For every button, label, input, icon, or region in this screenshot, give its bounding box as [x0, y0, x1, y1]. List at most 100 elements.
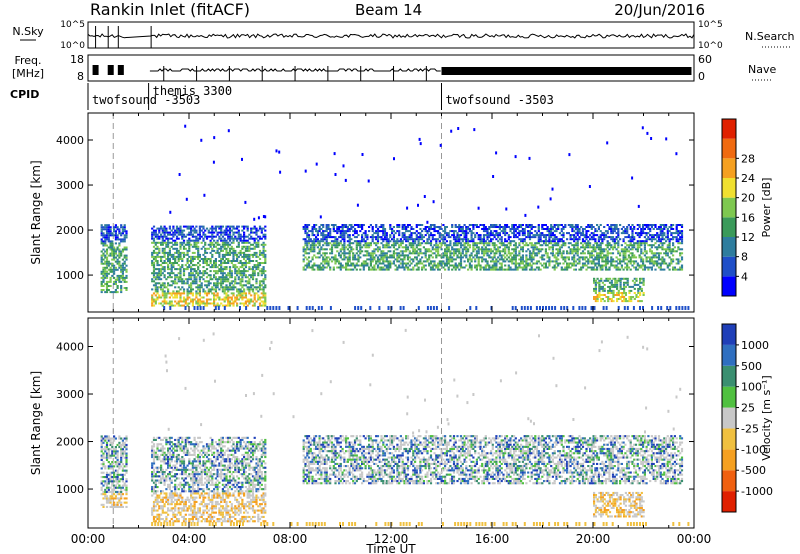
cpid-segment-0: twofsound -3503: [92, 93, 200, 107]
power-cell: [323, 242, 326, 245]
power-cell: [398, 256, 401, 259]
power-cell: [375, 232, 378, 235]
power-cell: [182, 229, 186, 232]
power-cell: [120, 224, 123, 227]
power-cell: [346, 244, 349, 247]
power-cell: [175, 235, 179, 238]
power-cell: [165, 245, 168, 248]
power-cell: [447, 236, 450, 239]
power-cell: [338, 252, 341, 255]
power-cell: [204, 284, 207, 287]
power-cell: [463, 232, 466, 235]
power-cell: [606, 232, 609, 235]
power-cell: [405, 236, 408, 239]
power-cell: [513, 224, 516, 226]
power-cell: [243, 245, 246, 248]
power-cell: [491, 256, 494, 259]
power-cell: [253, 266, 256, 269]
power-cell: [486, 244, 489, 247]
power-cell: [406, 258, 410, 261]
power-cell: [611, 232, 615, 235]
power-cell: [475, 224, 478, 226]
power-cell: [500, 254, 503, 257]
power-cell: [302, 226, 305, 228]
power-ground-cell: [239, 306, 241, 310]
power-cell: [255, 253, 258, 256]
power-cell: [663, 242, 666, 245]
power-cell: [659, 242, 662, 245]
power-cell: [107, 226, 110, 229]
power-cell: [364, 242, 367, 245]
power-cell: [214, 258, 217, 260]
power-cell: [223, 241, 226, 244]
power-cell: [535, 260, 539, 263]
power-cell: [564, 244, 567, 247]
power-cell: [158, 276, 161, 279]
power-cell: [228, 253, 232, 256]
power-cell: [657, 254, 661, 257]
power-cell: [253, 302, 256, 305]
power-cell: [442, 256, 445, 259]
power-cell: [629, 238, 632, 241]
power-cell: [123, 228, 126, 231]
power-cell: [107, 238, 110, 241]
power-cell: [190, 266, 193, 269]
power-cell: [470, 258, 473, 261]
power-cell: [472, 226, 475, 228]
date-label: 20/Jun/2016: [614, 1, 705, 19]
power-cell: [376, 228, 380, 230]
power-cell: [474, 242, 477, 245]
power-cell: [313, 254, 316, 257]
power-cell: [209, 235, 212, 238]
power-cell: [228, 237, 232, 240]
power-cell: [590, 228, 593, 230]
power-cell: [652, 252, 655, 255]
power-cell: [163, 225, 166, 228]
power-cell: [161, 262, 164, 264]
power-cell: [624, 254, 627, 257]
power-cell: [389, 224, 392, 226]
power-cell: [657, 238, 661, 241]
power-cell: [121, 278, 124, 281]
power-cell: [186, 294, 189, 297]
power-cell: [186, 296, 189, 299]
power-cell: [523, 230, 526, 233]
power-cell: [225, 247, 228, 250]
power-cell: [205, 276, 209, 279]
power-cell: [598, 279, 601, 282]
power-cell: [258, 304, 262, 307]
power-cell: [330, 240, 334, 243]
power-cell: [590, 266, 593, 269]
power-ground-cell: [275, 306, 278, 310]
power-cell: [341, 246, 344, 249]
power-cell: [220, 247, 223, 250]
power-cell: [491, 260, 494, 263]
power-cell: [456, 240, 459, 243]
power-cell: [102, 274, 105, 277]
power-cell: [636, 246, 639, 249]
power-cell: [264, 243, 267, 246]
power-cell: [580, 242, 583, 245]
power-cell: [227, 286, 230, 289]
power-cell: [513, 256, 516, 259]
power-cell: [680, 234, 684, 237]
power-cell: [622, 230, 625, 233]
power-cell: [428, 230, 431, 233]
power-cell: [636, 224, 639, 226]
power-cell: [610, 281, 613, 284]
power-cell: [389, 264, 392, 267]
power-cell: [338, 254, 341, 257]
power-cell: [537, 238, 540, 241]
power-cell: [368, 244, 371, 247]
power-cell: [181, 264, 184, 267]
power-cell: [656, 228, 659, 230]
power-cell: [389, 236, 392, 239]
power-cell: [596, 258, 599, 261]
power-cell: [459, 226, 463, 228]
power-cell: [170, 262, 173, 264]
power-cell: [597, 262, 600, 265]
power-cell: [373, 236, 376, 239]
power-cell: [603, 232, 606, 235]
power-cell: [216, 247, 219, 250]
power-cell: [562, 256, 565, 259]
